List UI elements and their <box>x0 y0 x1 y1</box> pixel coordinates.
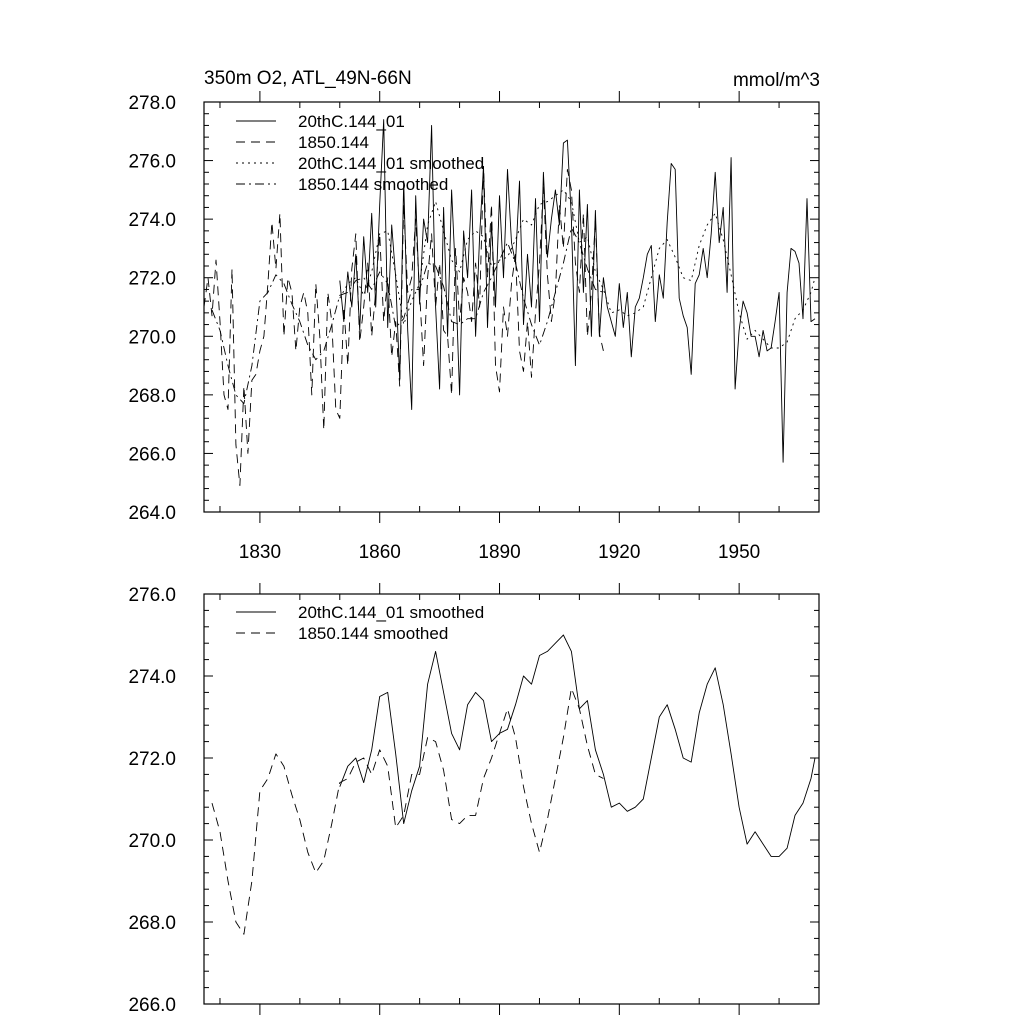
y-tick-label: 276.0 <box>128 152 176 173</box>
bottom-plot-frame <box>203 593 820 1005</box>
top-series <box>203 119 816 487</box>
top-panel: 350m O2, ATL_49N-66N mmol/m^3 264.0 266.0… <box>128 68 820 563</box>
x-tick-label: 1830 <box>239 542 281 563</box>
y-tick-label: 274.0 <box>128 667 176 688</box>
y-tick-label: 272.0 <box>128 269 176 290</box>
series-line-1850-144-smoothed <box>211 687 604 935</box>
x-tick-label: 1950 <box>718 542 760 563</box>
top-panel-units: mmol/m^3 <box>733 70 820 91</box>
bottom-legend: 20thC.144_01 smoothed 1850.144 smoothed <box>236 603 484 643</box>
y-tick-label: 278.0 <box>128 93 176 114</box>
y-tick-label: 268.0 <box>128 386 176 407</box>
y-tick-label: 270.0 <box>128 327 176 348</box>
legend-label: 20thC.144_01 smoothed <box>298 154 484 173</box>
top-legend: 20thC.144_01 1850.144 20thC.144_01 smoothe… <box>236 112 484 194</box>
x-tick-label: 1860 <box>359 542 401 563</box>
legend-label: 1850.144 smoothed <box>298 624 448 643</box>
series-line-1850-144-smoothed <box>211 227 604 405</box>
bottom-panel: 266.0 268.0 270.0 272.0 274.0 276.0 20thC.144… <box>128 583 820 1016</box>
y-tick-label: 266.0 <box>128 444 176 465</box>
legend-label: 1850.144 smoothed <box>298 175 448 194</box>
top-panel-title: 350m O2, ATL_49N-66N <box>204 68 412 89</box>
y-tick-label: 276.0 <box>128 585 176 606</box>
y-tick-label: 272.0 <box>128 749 176 770</box>
legend-label: 20thC.144_01 smoothed <box>298 603 484 622</box>
series-line-1850-144 <box>203 165 604 487</box>
y-tick-label: 268.0 <box>128 913 176 934</box>
top-ticks: 264.0 266.0 268.0 270.0 272.0 274.0 276.0 278.0… <box>128 91 820 563</box>
y-tick-label: 264.0 <box>128 503 176 524</box>
x-tick-label: 1890 <box>478 542 520 563</box>
x-tick-label: 1920 <box>598 542 640 563</box>
legend-label: 20thC.144_01 <box>298 112 405 131</box>
legend-label: 1850.144 <box>298 133 369 152</box>
bottom-ticks: 266.0 268.0 270.0 272.0 274.0 276.0 <box>128 583 820 1016</box>
series-line-20thc-144-01-smoothed <box>339 634 816 857</box>
y-tick-label: 274.0 <box>128 210 176 231</box>
y-tick-label: 270.0 <box>128 831 176 852</box>
top-plot-frame <box>203 101 820 513</box>
bottom-series <box>211 634 816 935</box>
y-tick-label: 266.0 <box>128 995 176 1016</box>
